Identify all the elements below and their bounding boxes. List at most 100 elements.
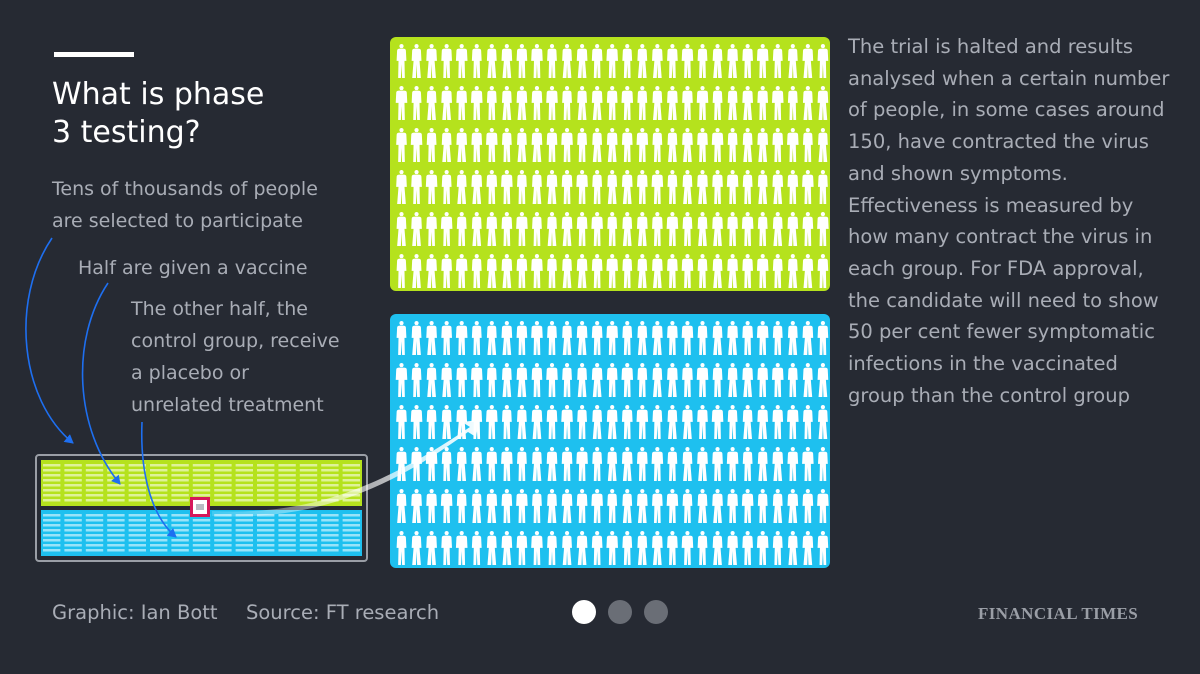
overview-participant-row	[171, 499, 189, 502]
source-credit: Source: FT research	[246, 601, 440, 624]
person-figure-icon	[757, 128, 769, 162]
overview-participant-row	[342, 494, 360, 497]
person-figure-icon	[501, 489, 513, 523]
overview-participant-row	[342, 529, 360, 532]
person-figure-icon	[712, 447, 723, 481]
person-figure-icon	[576, 212, 588, 246]
person-figure-icon	[531, 128, 543, 162]
arrow-participants	[25, 237, 74, 444]
person-figure-icon	[547, 254, 557, 288]
overview-participant-row	[321, 534, 339, 537]
overview-participant-row	[171, 544, 189, 547]
person-figure-icon	[606, 321, 618, 355]
page-dot-1[interactable]	[572, 600, 596, 624]
person-figure-icon	[576, 254, 588, 288]
overview-participant-row	[43, 539, 61, 542]
person-figure-icon	[547, 531, 557, 565]
page-title-line-2: 3 testing?	[52, 115, 201, 150]
person-figure-icon	[742, 170, 753, 204]
person-figure-icon	[517, 447, 527, 481]
person-figure-icon	[727, 405, 738, 439]
person-figure-icon	[712, 86, 723, 120]
overview-participant-row	[64, 484, 82, 487]
person-figure-icon	[456, 86, 468, 120]
person-figure-icon	[727, 44, 738, 78]
overview-participant-row	[85, 489, 104, 492]
person-figure-icon	[682, 212, 693, 246]
person-figure-icon	[592, 405, 603, 439]
overview-participant-row	[321, 479, 339, 482]
person-figure-icon	[562, 44, 572, 78]
person-figure-icon	[456, 363, 468, 397]
overview-participant-row	[128, 499, 146, 502]
person-figure-icon	[772, 170, 784, 204]
person-figure-icon	[411, 531, 422, 565]
person-figure-icon	[772, 128, 784, 162]
person-figure-icon	[532, 170, 542, 204]
overview-participant-row	[278, 484, 296, 487]
person-figure-icon	[531, 86, 543, 120]
control-group-panel	[390, 314, 830, 568]
overview-participant-row	[299, 489, 318, 492]
overview-participant-row	[43, 464, 61, 467]
overview-participant-row	[85, 534, 104, 537]
person-figure-icon	[576, 489, 588, 523]
person-figure-icon	[727, 321, 738, 355]
person-figure-icon	[802, 447, 814, 481]
overview-participant-row	[342, 534, 360, 537]
overview-participant-row	[342, 524, 360, 527]
person-figure-icon	[636, 170, 648, 204]
overview-participant-row	[321, 549, 339, 552]
overview-participant-row	[171, 529, 189, 532]
overview-participant-row	[85, 499, 104, 502]
graphic-credit: Graphic: Ian Bott	[52, 601, 218, 624]
overview-participant-row	[171, 464, 189, 467]
person-figure-icon	[637, 254, 648, 288]
overview-participant-row	[321, 514, 339, 517]
person-figure-icon	[516, 44, 528, 78]
person-figure-icon	[817, 86, 829, 120]
person-figure-icon	[652, 321, 663, 355]
overview-participant-row	[299, 539, 318, 542]
overview-participant-row	[342, 514, 360, 517]
person-figure-icon	[396, 44, 407, 78]
person-figure-icon	[501, 447, 513, 481]
overview-participant-row	[64, 524, 82, 527]
person-figure-icon	[727, 489, 738, 523]
overview-participant-row	[43, 524, 61, 527]
overview-participant-row	[64, 544, 82, 547]
overview-participant-row	[192, 474, 211, 477]
person-figure-icon	[817, 254, 829, 288]
overview-participant-row	[235, 464, 253, 467]
person-figure-icon	[757, 170, 768, 204]
person-figure-icon	[547, 212, 557, 246]
person-figure-icon	[576, 170, 588, 204]
person-figure-icon	[516, 489, 528, 523]
person-figure-icon	[652, 489, 663, 523]
overview-participant-row	[43, 514, 61, 517]
person-figure-icon	[456, 212, 467, 246]
overview-participant-row	[342, 484, 360, 487]
person-figure-icon	[666, 489, 679, 523]
person-figure-icon	[802, 170, 814, 204]
person-figure-icon	[607, 212, 618, 246]
overview-participant-row	[257, 519, 275, 522]
trial-explanation-line: how many contract the virus in	[848, 225, 1153, 249]
overview-participant-row	[214, 534, 232, 537]
page-dot-2[interactable]	[608, 600, 632, 624]
overview-participant-row	[214, 544, 232, 547]
person-figure-icon	[742, 321, 753, 355]
overview-participant-row	[342, 519, 360, 522]
overview-participant-row	[64, 479, 82, 482]
person-figure-icon	[682, 489, 693, 523]
overview-participant-row	[278, 469, 296, 472]
trial-explanation: The trial is halted and results analysed…	[848, 31, 1169, 411]
person-figure-icon	[802, 212, 814, 246]
person-figure-icon	[501, 170, 513, 204]
page-dot-3[interactable]	[644, 600, 668, 624]
overview-participant-row	[150, 534, 168, 537]
person-figure-icon	[742, 254, 753, 288]
person-figure-icon	[591, 363, 603, 397]
overview-participant-row	[128, 464, 146, 467]
overview-participant-row	[321, 474, 339, 477]
